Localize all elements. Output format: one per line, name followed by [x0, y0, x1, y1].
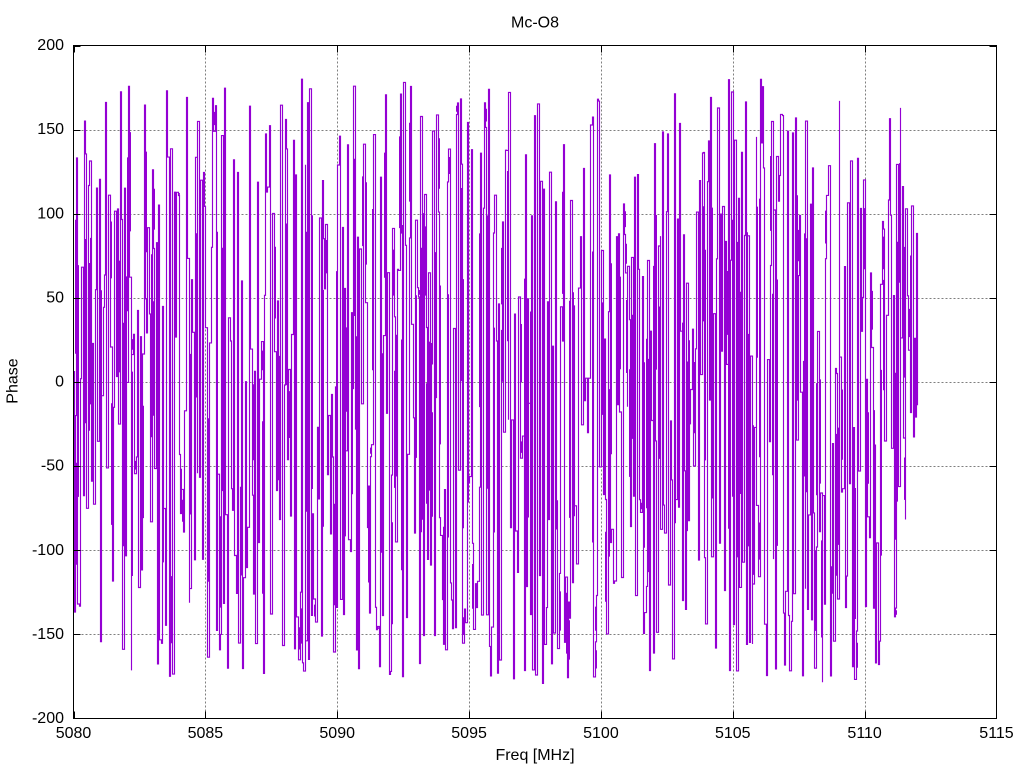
svg-text:5080: 5080 [56, 725, 92, 742]
svg-text:Freq [MHz]: Freq [MHz] [495, 747, 574, 764]
svg-text:5085: 5085 [188, 725, 224, 742]
svg-text:5100: 5100 [583, 725, 619, 742]
svg-text:200: 200 [37, 37, 64, 54]
svg-text:-50: -50 [41, 458, 64, 475]
svg-text:150: 150 [37, 121, 64, 138]
svg-text:100: 100 [37, 205, 64, 222]
svg-text:-200: -200 [32, 710, 64, 727]
svg-text:5090: 5090 [319, 725, 355, 742]
svg-text:-100: -100 [32, 542, 64, 559]
svg-text:Mc-O8: Mc-O8 [511, 15, 559, 32]
svg-text:50: 50 [46, 289, 64, 306]
svg-text:-150: -150 [32, 626, 64, 643]
svg-text:5105: 5105 [715, 725, 751, 742]
svg-text:5110: 5110 [847, 725, 882, 742]
svg-text:5115: 5115 [979, 725, 1014, 742]
svg-text:Phase: Phase [5, 358, 22, 403]
svg-text:5095: 5095 [451, 725, 487, 742]
svg-text:0: 0 [55, 374, 64, 391]
